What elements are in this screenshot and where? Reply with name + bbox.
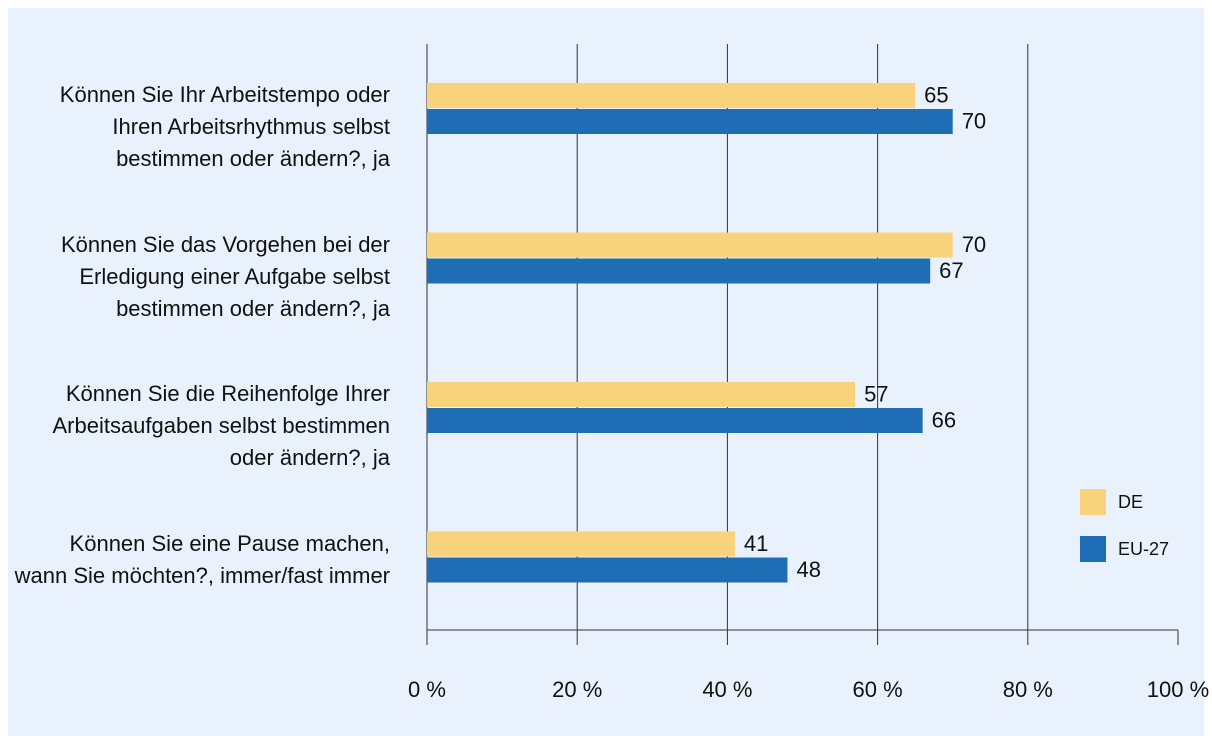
value-label: 65 bbox=[924, 82, 948, 107]
x-tick-label: 60 % bbox=[853, 677, 903, 702]
x-tick-label: 100 % bbox=[1147, 677, 1209, 702]
value-label: 41 bbox=[744, 531, 768, 556]
value-label: 48 bbox=[796, 557, 820, 582]
value-label: 57 bbox=[864, 381, 888, 406]
bar bbox=[427, 109, 953, 134]
legend-label: DE bbox=[1118, 492, 1143, 512]
bar bbox=[427, 83, 916, 108]
x-tick-label: 80 % bbox=[1003, 677, 1053, 702]
x-tick-label: 40 % bbox=[702, 677, 752, 702]
bar bbox=[427, 382, 856, 407]
category-label: Können Sie das Vorgehen bei der Erledigu… bbox=[60, 231, 390, 321]
bar bbox=[427, 258, 931, 284]
x-tick-label: 0 % bbox=[408, 677, 446, 702]
legend-swatch bbox=[1080, 536, 1106, 562]
category-label: Können Sie eine Pause machen, wann Sie m… bbox=[14, 530, 390, 588]
bar bbox=[427, 232, 953, 258]
value-label: 67 bbox=[939, 258, 963, 283]
value-label: 70 bbox=[962, 108, 986, 133]
category-label: Können Sie die Reihenfolge Ihrer Arbeits… bbox=[52, 381, 390, 470]
value-label: 66 bbox=[932, 407, 956, 432]
bar bbox=[427, 557, 788, 583]
bar bbox=[427, 408, 923, 433]
x-tick-label: 20 % bbox=[552, 677, 602, 702]
legend-label: EU-27 bbox=[1118, 539, 1169, 559]
bar bbox=[427, 531, 735, 557]
legend-swatch bbox=[1080, 489, 1106, 515]
value-label: 70 bbox=[962, 232, 986, 257]
category-label: Können Sie Ihr Arbeitstempo oder Ihren A… bbox=[59, 82, 390, 171]
